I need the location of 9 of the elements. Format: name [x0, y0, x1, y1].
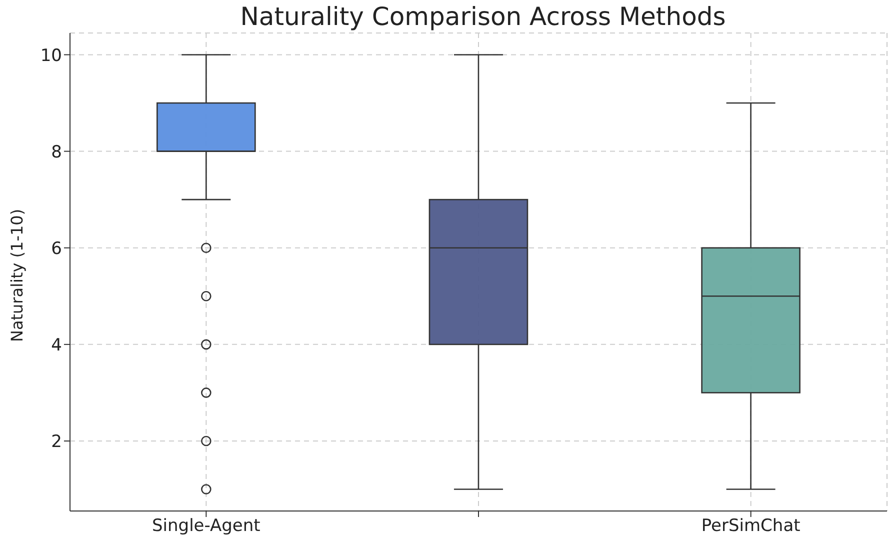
y-tick-label: 2 [51, 432, 62, 452]
y-tick-label: 8 [51, 142, 62, 162]
y-axis-title: Naturality (1-10) [8, 208, 27, 342]
y-tick-label: 4 [51, 335, 62, 356]
y-tick-label: 10 [40, 46, 62, 66]
x-tick-label: Single-Agent [152, 516, 261, 536]
y-tick-label: 6 [51, 238, 62, 259]
chart-title: Naturality Comparison Across Methods [239, 2, 727, 31]
x-tick-label: PerSimChat [701, 516, 801, 536]
